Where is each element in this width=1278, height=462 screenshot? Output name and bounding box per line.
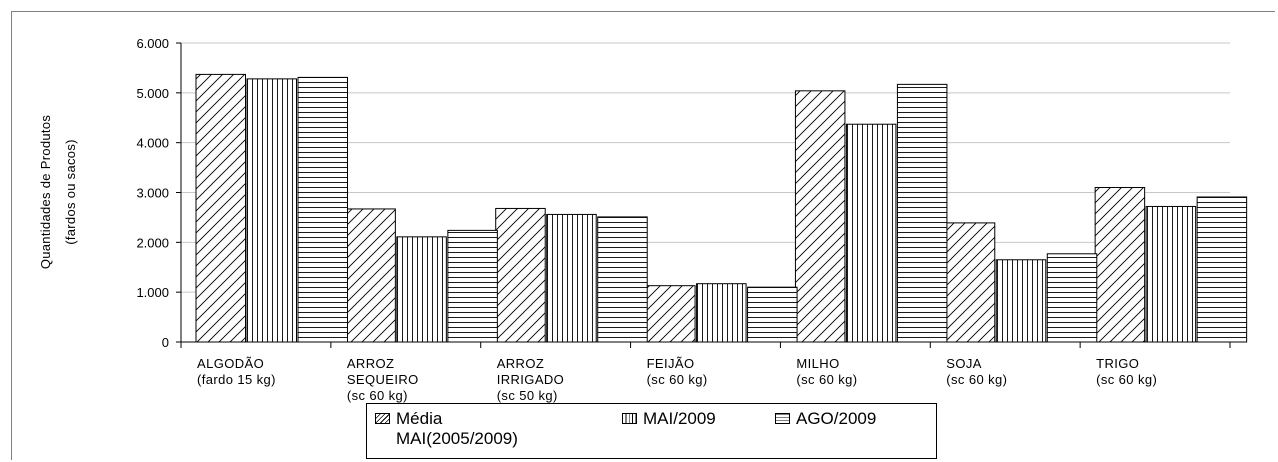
bar-vertical-1 <box>396 236 447 343</box>
bar-vertical-4 <box>845 123 897 343</box>
legend-swatch-vertical <box>622 413 637 424</box>
legend-label: AGO/2009 <box>796 409 877 428</box>
legend-label: Média MAI(2005/2009) <box>396 409 518 448</box>
bar-horizontal-2 <box>597 216 648 343</box>
x-tick-label: SOJA (sc 60 kg) <box>946 356 1007 387</box>
x-tick-label: ARROZ IRRIGADO (sc 50 kg) <box>497 356 564 403</box>
bar-horizontal-5 <box>1046 253 1098 343</box>
legend-label: MAI/2009 <box>643 409 716 428</box>
bar-diagonal-5 <box>944 222 996 343</box>
bar-horizontal-0 <box>297 76 348 343</box>
bar-diagonal-1 <box>345 208 396 343</box>
y-tick-label: 0 <box>162 335 169 350</box>
bars <box>195 73 1248 343</box>
axis-labels: 0 1.000 2.000 3.000 4.000 5.000 6.000 ALGODÃO (f… <box>38 36 1157 403</box>
legend-item-horizontal: AGO/2009 <box>775 409 876 429</box>
legend-swatch-diagonal <box>375 413 390 424</box>
y-axis-title: (fardos ou sacos) <box>63 139 78 245</box>
x-tick-label: ALGODÃO (fardo 15 kg) <box>197 356 276 387</box>
y-tick-label: 1.000 <box>136 285 169 300</box>
bar-vertical-5 <box>995 259 1047 343</box>
bar-vertical-2 <box>546 213 597 343</box>
bar-diagonal-6 <box>1094 187 1146 343</box>
bar-diagonal-0 <box>195 73 246 343</box>
legend-item-diagonal: Média MAI(2005/2009) <box>375 409 518 449</box>
bar-vertical-3 <box>696 283 747 343</box>
bar-vertical-6 <box>1145 205 1197 343</box>
y-tick-label: 4.000 <box>136 136 169 151</box>
y-axis-title: Quantidades de Produtos <box>38 115 53 270</box>
x-tick-label: MILHO (sc 60 kg) <box>796 356 857 387</box>
y-tick-label: 2.000 <box>136 235 169 250</box>
bar-horizontal-4 <box>896 83 948 343</box>
bar-horizontal-3 <box>747 286 798 343</box>
bar-vertical-0 <box>246 78 297 343</box>
x-tick-label: TRIGO (sc 60 kg) <box>1096 356 1157 387</box>
chart-frame <box>11 11 1275 460</box>
bar-horizontal-6 <box>1196 196 1248 343</box>
bar-diagonal-2 <box>495 207 546 343</box>
bar-diagonal-4 <box>794 90 846 343</box>
legend: Média MAI(2005/2009) MAI/2009 AGO/2009 <box>366 403 937 459</box>
legend-item-vertical: MAI/2009 <box>622 409 716 429</box>
legend-swatch-horizontal <box>775 413 790 424</box>
x-tick-label: ARROZ SEQUEIRO (sc 60 kg) <box>347 356 419 403</box>
axes <box>176 42 1231 348</box>
bar-horizontal-1 <box>447 229 498 343</box>
bar-diagonal-3 <box>645 285 696 343</box>
y-tick-label: 3.000 <box>136 186 169 201</box>
x-tick-label: FEIJÃO (sc 60 kg) <box>647 356 708 387</box>
y-tick-label: 5.000 <box>136 86 169 101</box>
y-tick-label: 6.000 <box>136 36 169 51</box>
